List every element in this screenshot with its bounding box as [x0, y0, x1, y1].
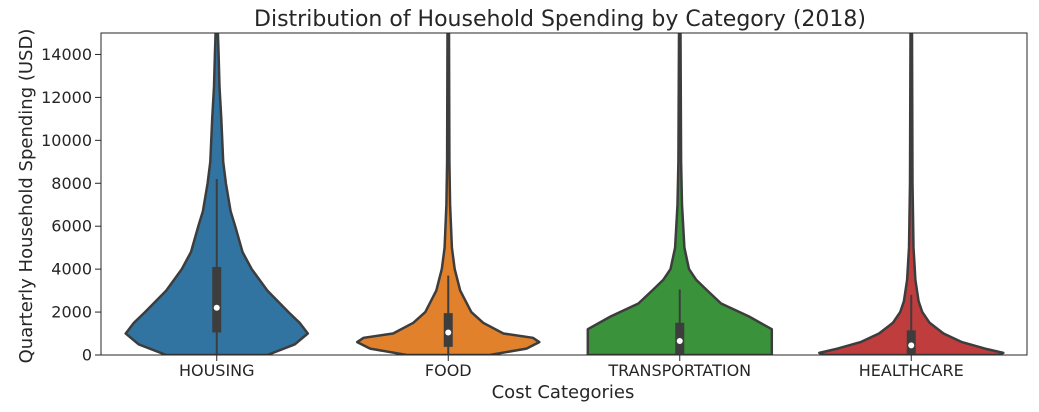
x-axis-label: Cost Categories — [492, 382, 635, 403]
y-axis-label: Quarterly Household Spending (USD) — [16, 29, 37, 364]
median-point-housing — [213, 304, 220, 311]
y-tick-label: 2000 — [51, 303, 92, 322]
y-tick-label: 6000 — [51, 217, 92, 236]
chart-title: Distribution of Household Spending by Ca… — [254, 7, 866, 32]
y-tick-label: 0 — [82, 346, 92, 365]
y-tick-label: 12000 — [41, 88, 92, 107]
y-tick-label: 14000 — [41, 45, 92, 64]
boxes-group — [212, 178, 916, 355]
median-point-food — [445, 329, 452, 336]
median-point-transportation — [676, 338, 683, 345]
y-axis: 0 2000 4000 6000 8000 10000 12000 14000 — [41, 45, 101, 365]
median-point-healthcare — [908, 342, 915, 349]
violins-group — [124, 33, 1005, 355]
y-tick-label: 10000 — [41, 131, 92, 150]
violin-food — [355, 33, 541, 355]
y-tick-label: 4000 — [51, 260, 92, 279]
iqr-box-housing — [212, 266, 222, 333]
x-tick-label-transportation: TRANSPORTATION — [607, 361, 751, 380]
plot-frame — [100, 32, 1028, 356]
x-tick-label-housing: HOUSING — [179, 361, 255, 380]
x-axis: HOUSING FOOD TRANSPORTATION HEALTHCARE — [179, 355, 964, 380]
violin-transportation — [586, 33, 774, 355]
x-tick-label-healthcare: HEALTHCARE — [859, 361, 964, 380]
x-tick-label-food: FOOD — [425, 361, 472, 380]
violin-healthcare — [818, 33, 1005, 355]
y-tick-label: 8000 — [51, 174, 92, 193]
